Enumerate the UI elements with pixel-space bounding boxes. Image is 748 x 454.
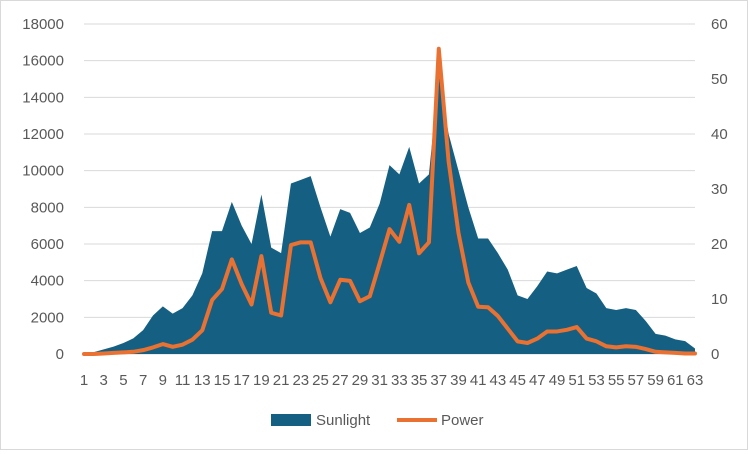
y-tick-label: 18000 (22, 16, 64, 33)
x-tick-label: 29 (352, 372, 369, 389)
legend-label-sunlight: Sunlight (316, 412, 371, 429)
x-tick-label: 3 (100, 372, 108, 389)
legend: Sunlight Power (271, 412, 484, 429)
y-tick-label: 0 (56, 346, 64, 363)
x-tick-label: 45 (509, 372, 526, 389)
y-tick-label: 12000 (22, 126, 64, 143)
sunlight-area (84, 75, 695, 354)
y2-tick-label: 60 (711, 16, 728, 33)
x-axis: 1 3 5 7 9 11 13 15 17 19 21 23 25 27 29 31 33 35 37 39 41 43 4… (80, 372, 704, 389)
x-tick-label: 53 (588, 372, 605, 389)
x-tick-label: 55 (608, 372, 625, 389)
y-tick-label: 6000 (31, 236, 64, 253)
power-series (82, 46, 697, 356)
x-tick-label: 11 (175, 372, 191, 389)
x-tick-label: 21 (273, 372, 290, 389)
y2-tick-label: 30 (711, 181, 728, 198)
y2-tick-label: 20 (711, 236, 728, 253)
sunlight-series (84, 75, 695, 354)
y2-tick-label: 40 (711, 126, 728, 143)
y-axis-left: 0 2000 4000 6000 8000 10000 12000 14000 16000 180… (22, 16, 64, 363)
x-tick-label: 1 (80, 372, 88, 389)
x-tick-label: 5 (119, 372, 127, 389)
x-tick-label: 57 (628, 372, 645, 389)
power-line (82, 46, 697, 356)
x-tick-label: 15 (214, 372, 231, 389)
x-tick-label: 19 (253, 372, 270, 389)
y-tick-label: 2000 (31, 309, 64, 326)
x-tick-label: 17 (233, 372, 250, 389)
x-tick-label: 35 (411, 372, 428, 389)
y-tick-label: 14000 (22, 89, 64, 106)
x-tick-label: 59 (647, 372, 664, 389)
x-tick-label: 47 (529, 372, 546, 389)
x-tick-label: 43 (490, 372, 507, 389)
y2-tick-label: 0 (711, 346, 719, 363)
x-tick-label: 27 (332, 372, 349, 389)
legend-label-power: Power (441, 412, 484, 429)
y-axis-right: 0 10 20 30 40 50 60 (711, 16, 728, 363)
y-tick-label: 4000 (31, 273, 64, 290)
y-tick-label: 10000 (22, 163, 64, 180)
x-tick-label: 33 (391, 372, 408, 389)
x-tick-label: 9 (159, 372, 167, 389)
y2-tick-label: 10 (711, 291, 728, 308)
x-tick-label: 63 (687, 372, 704, 389)
x-tick-label: 25 (312, 372, 329, 389)
y2-tick-label: 50 (711, 71, 728, 88)
x-tick-label: 61 (667, 372, 684, 389)
x-tick-label: 13 (194, 372, 211, 389)
y-tick-label: 16000 (22, 53, 64, 70)
x-tick-label: 41 (470, 372, 487, 389)
x-tick-label: 51 (568, 372, 585, 389)
x-tick-label: 31 (371, 372, 388, 389)
legend-swatch-sunlight (271, 414, 311, 426)
x-tick-label: 7 (139, 372, 147, 389)
x-tick-label: 23 (292, 372, 309, 389)
x-tick-label: 37 (430, 372, 447, 389)
x-tick-label: 49 (549, 372, 566, 389)
x-tick-label: 39 (450, 372, 467, 389)
y-tick-label: 8000 (31, 199, 64, 216)
